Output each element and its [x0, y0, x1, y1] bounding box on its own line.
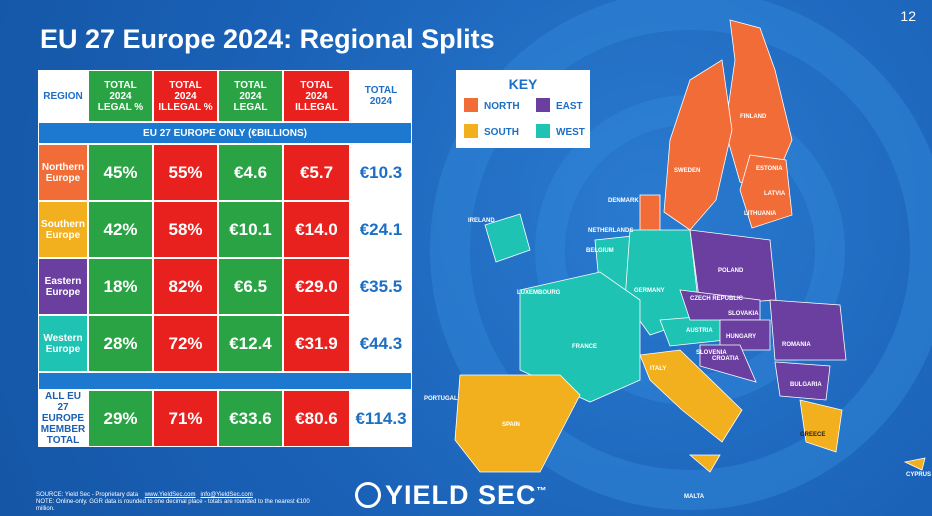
subheader-row: EU 27 EUROPE ONLY (€BILLIONS) — [38, 122, 412, 144]
map-label: AUSTRIA — [686, 328, 713, 334]
cell: €6.5 — [218, 258, 283, 315]
map-label: BELGIUM — [586, 248, 614, 254]
cell: €4.6 — [218, 144, 283, 201]
cell: €12.4 — [218, 315, 283, 372]
cell: 18% — [88, 258, 153, 315]
map-label: ESTONIA — [756, 166, 783, 172]
cell: 55% — [153, 144, 218, 201]
cell: €80.6 — [283, 390, 350, 447]
cell: 42% — [88, 201, 153, 258]
map-label: PORTUGAL — [424, 396, 458, 402]
header-row: REGION TOTAL 2024 LEGAL % TOTAL 2024 ILLEG… — [38, 70, 412, 122]
cell: €10.1 — [218, 201, 283, 258]
cell: €33.6 — [218, 390, 283, 447]
column-header: TOTAL 2024 LEGAL % — [88, 70, 153, 122]
map-label: ROMANIA — [782, 342, 811, 348]
map-label: LITHUANIA — [744, 211, 777, 217]
gap-row — [38, 372, 412, 390]
map-label: ITALY — [650, 366, 666, 372]
column-header: TOTAL 2024 ILLEGAL — [283, 70, 350, 122]
map-label: DENMARK — [608, 198, 639, 204]
cell: €24.1 — [350, 201, 412, 258]
region-cell: Western Europe — [38, 315, 88, 372]
cell: €14.0 — [283, 201, 350, 258]
cell: €35.5 — [350, 258, 412, 315]
column-header: REGION — [38, 70, 88, 122]
gap — [38, 372, 412, 390]
cell: 29% — [88, 390, 153, 447]
column-header: TOTAL 2024 — [350, 70, 412, 122]
map-label: CZECH REPUBLIC — [690, 296, 744, 302]
map-label: CYPRUS — [906, 472, 931, 478]
region-cell: Southern Europe — [38, 201, 88, 258]
cell: €10.3 — [350, 144, 412, 201]
email[interactable]: info@YieldSec.com — [200, 492, 253, 498]
cell: 72% — [153, 315, 218, 372]
key-label: SOUTH — [484, 127, 519, 138]
cell: €5.7 — [283, 144, 350, 201]
map-label: NETHERLANDS — [588, 228, 633, 234]
cell: 28% — [88, 315, 153, 372]
map-label: HUNGARY — [726, 334, 756, 340]
cell: 45% — [88, 144, 153, 201]
region-cell: Northern Europe — [38, 144, 88, 201]
key-label: WEST — [556, 127, 585, 138]
column-header: TOTAL 2024 LEGAL — [218, 70, 283, 122]
title: EU 27 Europe 2024: Regional Splits — [40, 24, 495, 54]
key-title: KEY — [509, 76, 538, 92]
key-label: EAST — [556, 101, 583, 112]
page-number: 12 — [900, 8, 916, 24]
cell: 82% — [153, 258, 218, 315]
cell: €29.0 — [283, 258, 350, 315]
footer: SOURCE: Yield Sec - Proprietary data www… — [36, 492, 326, 513]
map-label: CROATIA — [712, 356, 740, 362]
map-label: GREECE — [800, 432, 825, 438]
logo: YIELD SEC™ — [355, 480, 548, 511]
cell: €31.9 — [283, 315, 350, 372]
key-label: NORTH — [484, 101, 520, 112]
map-label: POLAND — [718, 268, 744, 274]
key-swatch — [536, 98, 550, 112]
cell: 71% — [153, 390, 218, 447]
table-row: Southern Europe 42% 58% €10.1 €14.0 €24.1 — [38, 201, 412, 258]
key: KEY NORTH EAST SOUTH WEST — [456, 70, 590, 148]
key-swatch — [464, 124, 478, 138]
splits-table: REGION TOTAL 2024 LEGAL % TOTAL 2024 ILLEG… — [38, 70, 412, 447]
table-row: Western Europe 28% 72% €12.4 €31.9 €44.3 — [38, 315, 412, 372]
table-row: Eastern Europe 18% 82% €6.5 €29.0 €35.5 — [38, 258, 412, 315]
trademark: ™ — [536, 486, 548, 497]
cell: 58% — [153, 201, 218, 258]
table-row: Northern Europe 45% 55% €4.6 €5.7 €10.3 — [38, 144, 412, 201]
note: NOTE: Online-only. GGR data is rounded t… — [36, 499, 310, 512]
url[interactable]: www.YieldSec.com — [144, 492, 196, 498]
map-label: MALTA — [684, 494, 705, 500]
map-label: SLOVAKIA — [728, 311, 759, 317]
column-header: TOTAL 2024 ILLEGAL % — [153, 70, 218, 122]
map-label: LUXEMBOURG — [517, 290, 561, 296]
cell: €44.3 — [350, 315, 412, 372]
key-swatch — [464, 98, 478, 112]
map-label: LATVIA — [764, 191, 786, 197]
region-cell: Eastern Europe — [38, 258, 88, 315]
region-cell: ALL EU 27 EUROPE MEMBER TOTAL — [38, 390, 88, 447]
total-row: ALL EU 27 EUROPE MEMBER TOTAL 29% 71% €33.6… — [38, 390, 412, 447]
map-label: IRELAND — [468, 218, 495, 224]
source: SOURCE: Yield Sec - Proprietary data — [36, 492, 139, 498]
logo-text: YIELD SEC — [385, 480, 537, 510]
subheader: EU 27 EUROPE ONLY (€BILLIONS) — [38, 122, 412, 144]
cell: €114.3 — [350, 390, 412, 447]
map-label: SLOVENIA — [696, 350, 727, 356]
map-label: FRANCE — [572, 344, 597, 350]
map-label: BULGARIA — [790, 382, 822, 388]
key-swatch — [536, 124, 550, 138]
map-label: SPAIN — [502, 422, 520, 428]
map-label: SWEDEN — [674, 168, 700, 174]
map-label: GERMANY — [634, 288, 665, 294]
map-label: FINLAND — [740, 114, 767, 120]
